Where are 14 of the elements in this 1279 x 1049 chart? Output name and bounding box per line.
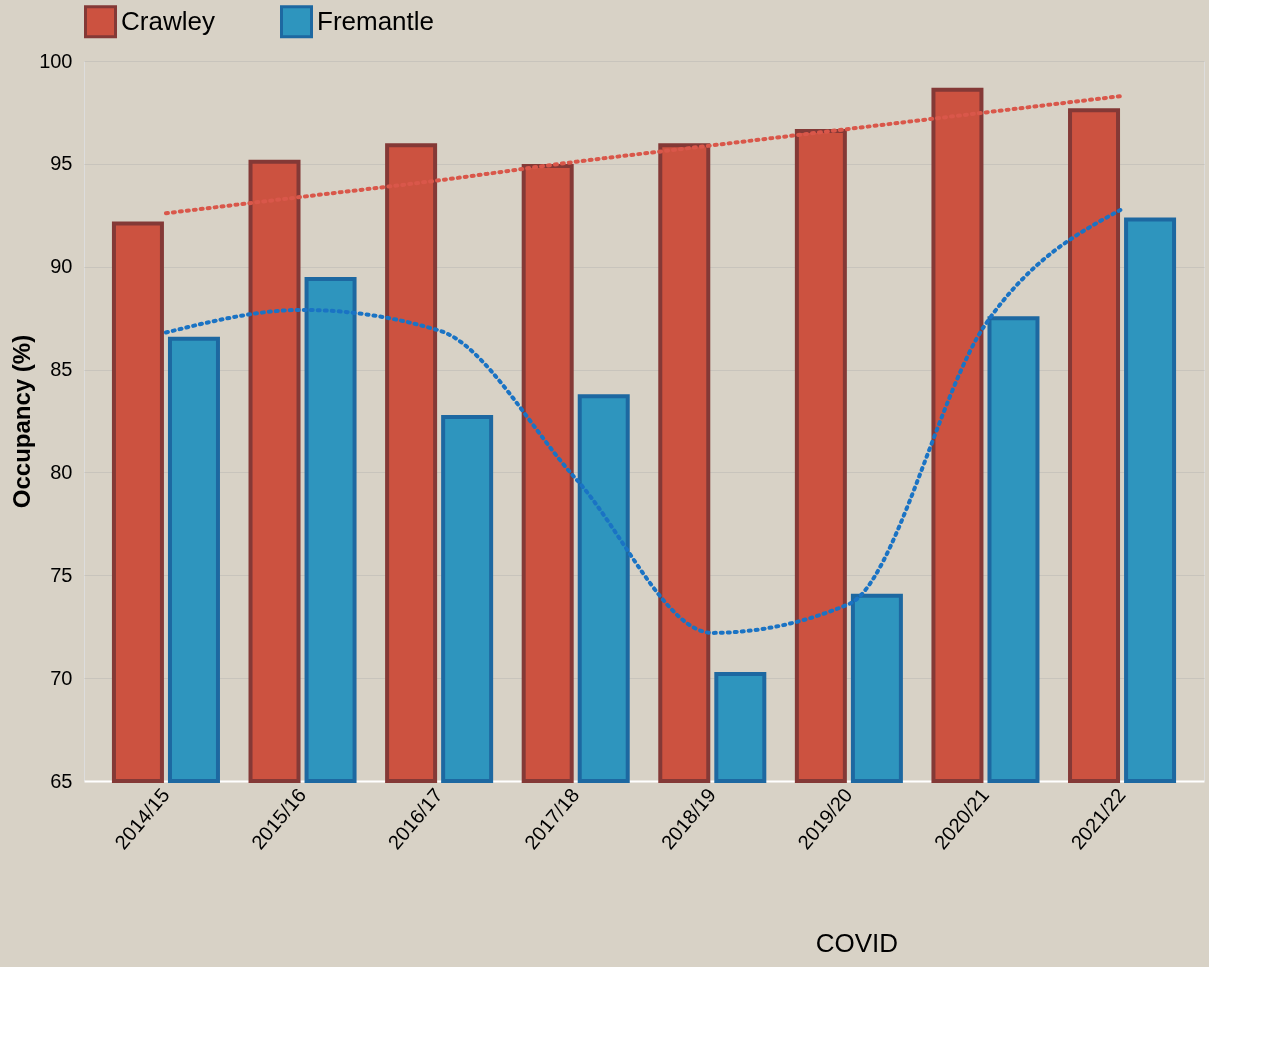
legend-label: Crawley [121, 5, 215, 36]
y-tick-label: 100 [39, 49, 73, 72]
y-tick-label: 95 [50, 152, 73, 175]
y-tick-label: 85 [50, 358, 73, 381]
y-tick-label: 70 [50, 666, 73, 689]
y-tick-label: 65 [50, 769, 73, 792]
y-tick-label: 75 [50, 563, 73, 586]
y-tick-label: 90 [50, 255, 73, 278]
legend-label: Fremantle [317, 5, 435, 36]
line-series [163, 207, 1125, 635]
y-axis-title: Occupancy (%) [8, 334, 36, 509]
line-series [163, 93, 1125, 216]
y-tick-label: 80 [50, 460, 73, 483]
text: COVID [815, 928, 898, 958]
